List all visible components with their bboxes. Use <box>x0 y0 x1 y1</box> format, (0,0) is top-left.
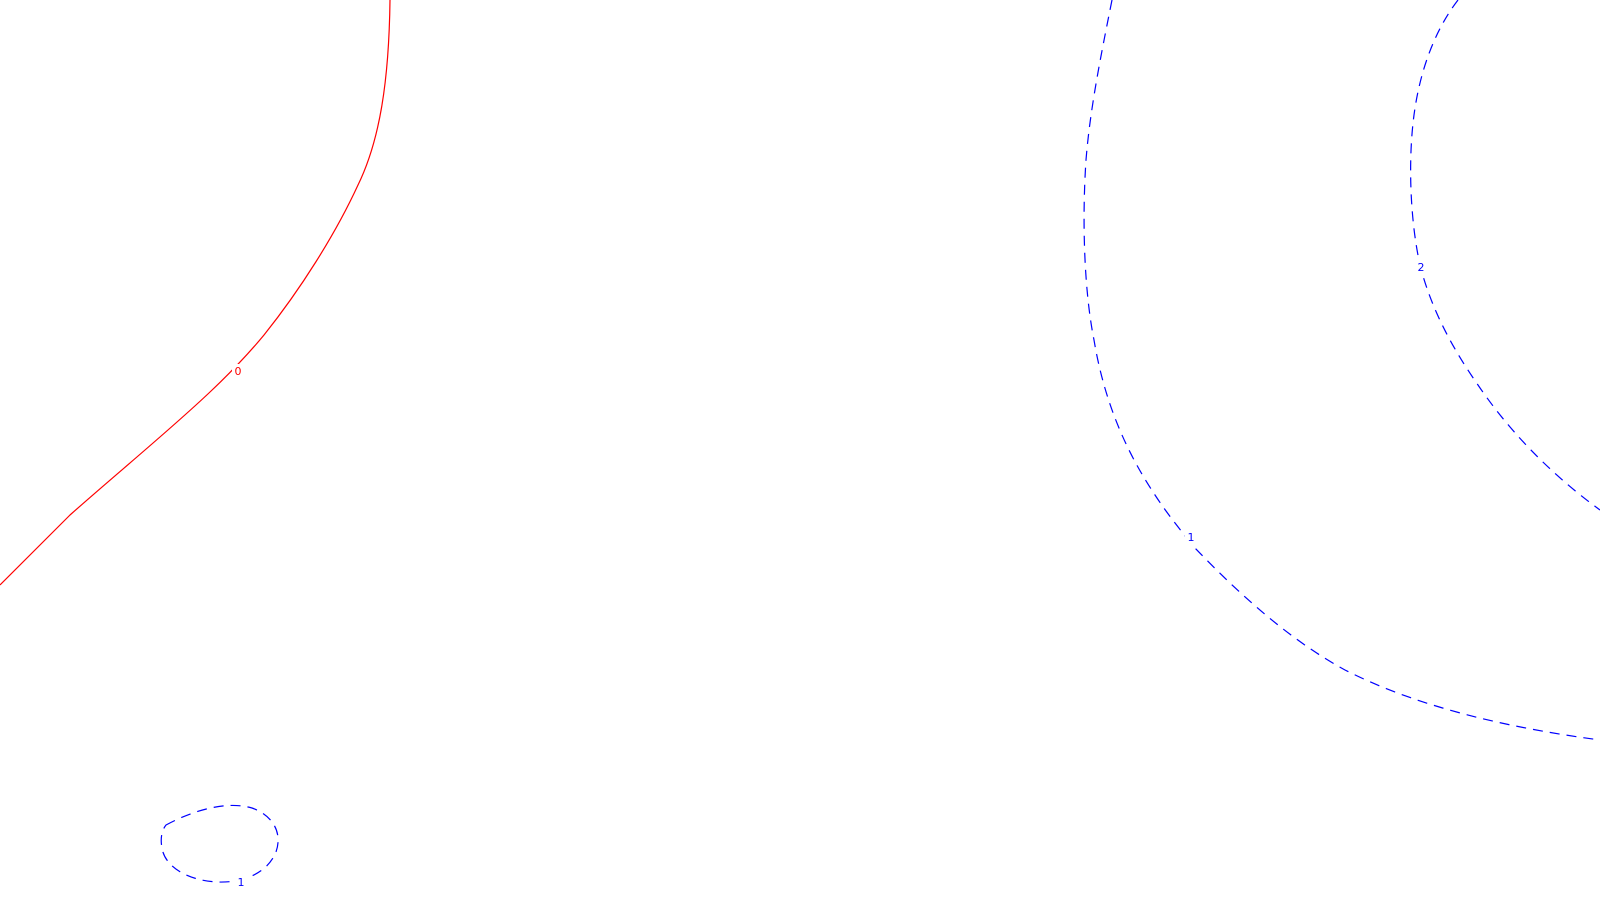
contour-line-2 <box>1410 0 1600 511</box>
contour-level-1: 1 <box>1083 0 1600 741</box>
label-bg-0 <box>232 364 244 378</box>
contour-line-1-loop <box>160 804 279 883</box>
label-bg-1 <box>1185 530 1197 544</box>
contour-level-2: 2 <box>1410 0 1600 511</box>
contour-line-1 <box>1083 0 1600 741</box>
label-bg-2 <box>1415 260 1427 274</box>
contour-label-1-loop: 1 <box>238 876 245 889</box>
contour-label-0: 0 <box>235 365 242 378</box>
label-bg-1-loop <box>235 875 247 889</box>
contour-label-2: 2 <box>1418 261 1425 274</box>
contour-level-1-loop: 1 <box>160 804 279 889</box>
contour-label-1: 1 <box>1188 531 1195 544</box>
contour-level-0: 0 <box>0 0 391 586</box>
contour-line-0 <box>0 0 391 586</box>
